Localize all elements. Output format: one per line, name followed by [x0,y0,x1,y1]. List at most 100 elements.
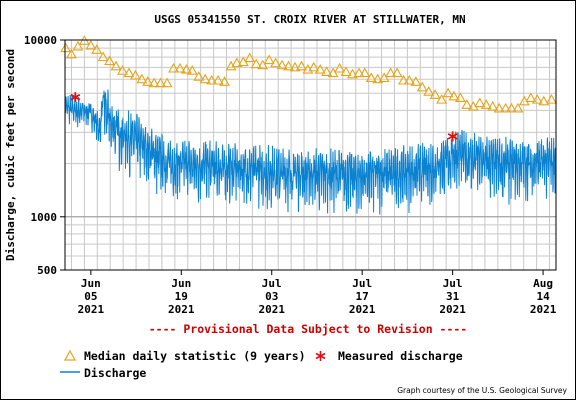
median-marker [302,63,314,74]
plot-area-border [64,39,557,271]
median-marker [461,99,473,109]
median-marker [276,59,288,70]
measured-marker [70,92,81,103]
median-marker [136,73,148,84]
median-marker [340,66,352,76]
median-marker [219,76,231,86]
chart-title: USGS 05341550 ST. CROIX RIVER AT STILLWA… [154,13,465,26]
median-marker [385,67,397,78]
x-tick-label: 31 [446,290,460,303]
legend-measured-label: Measured discharge [338,349,463,363]
median-marker [142,76,154,86]
median-marker [403,74,415,85]
median-marker [231,57,243,68]
median-marker [199,73,211,84]
median-marker [327,67,339,78]
median-marker [123,67,135,78]
provisional-note: ---- Provisional Data Subject to Revisio… [149,322,468,336]
median-marker [347,68,358,79]
median-marker [410,76,422,86]
median-marker [353,67,365,78]
median-marker [493,102,505,113]
median-marker [72,40,84,51]
measured-marker-stroke [70,93,81,101]
x-tick-label: Jun [81,277,101,290]
y-tick-label: 10000 [24,34,57,47]
median-marker [378,72,390,83]
median-marker [104,55,116,66]
median-marker [334,62,346,73]
median-marker [257,59,269,70]
median-marker [442,87,454,98]
median-marker [416,81,428,92]
median-marker [321,66,333,76]
x-tick-label: 2021 [530,303,557,316]
measured-marker-stroke [447,133,458,140]
measured-marker [447,131,458,142]
median-marker [270,57,282,68]
legend-measured-marker [315,351,326,361]
median-series [60,35,557,113]
median-marker [168,62,179,73]
x-tick-label: 2021 [258,303,285,316]
x-tick-label: 2021 [78,303,105,316]
discharge-series [64,89,557,215]
y-axis-ticks: 10000 1000 500 [24,34,65,277]
median-marker [398,74,409,85]
median-marker [487,100,499,111]
legend: Median daily statistic (9 years) Measure… [60,349,463,380]
median-marker [263,54,275,65]
median-marker [391,67,403,78]
median-marker [429,89,441,99]
median-marker [474,97,486,108]
median-marker [436,93,448,104]
median-marker [512,102,524,113]
measured-series [70,92,458,142]
x-tick-label: 2021 [168,303,195,316]
median-marker [206,74,218,85]
x-tick-label: Aug [533,277,553,290]
median-marker [85,39,97,50]
legend-median-label: Median daily statistic (9 years) [84,349,306,363]
x-tick-label: 2021 [349,303,376,316]
median-marker [244,52,256,63]
median-marker [296,60,307,71]
median-marker [129,69,141,80]
legend-discharge-label: Discharge [84,366,146,380]
median-marker [181,63,192,74]
x-axis-ticks: Jun052021Jun192021Jul032021Jul172021Jul3… [78,270,557,316]
x-tick-label: 14 [536,290,550,303]
median-marker [174,62,186,73]
median-marker [91,44,103,54]
x-tick-label: 03 [265,290,278,303]
x-tick-label: Jul [352,277,372,290]
median-marker [193,71,205,81]
x-tick-label: 05 [84,290,97,303]
median-marker [212,74,224,85]
median-marker [161,77,173,88]
y-tick-label: 1000 [31,211,58,224]
y-tick-label: 500 [37,264,57,277]
x-tick-label: Jun [171,277,191,290]
median-marker [365,72,377,83]
median-marker [538,95,550,106]
median-marker [423,86,435,96]
credit-text: Graph courtesy of the U.S. Geological Su… [397,386,567,395]
x-tick-label: Jul [443,277,463,290]
discharge-line [64,89,557,215]
median-marker [454,92,466,103]
median-marker [480,99,492,109]
median-marker [66,48,77,59]
median-marker [148,77,160,88]
median-marker [359,67,371,78]
median-marker [60,42,72,53]
median-marker [110,60,122,71]
median-marker [117,65,128,75]
median-marker [525,92,537,103]
median-marker [97,51,109,62]
x-tick-label: 17 [356,290,369,303]
median-marker [250,58,262,69]
median-marker [500,102,512,113]
median-marker [531,93,543,104]
median-marker [314,63,326,74]
